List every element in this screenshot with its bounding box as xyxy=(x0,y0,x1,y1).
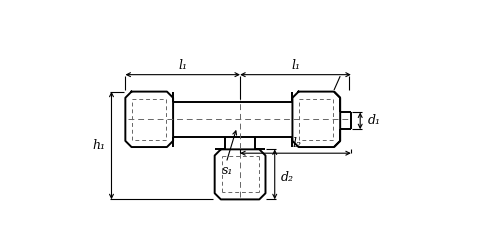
Text: l₁: l₁ xyxy=(178,58,187,71)
Text: l₁: l₁ xyxy=(291,58,300,71)
Text: d₂: d₂ xyxy=(281,171,294,184)
Text: s₁: s₁ xyxy=(222,164,233,177)
Text: h₁: h₁ xyxy=(92,139,106,152)
Text: l₂: l₂ xyxy=(292,137,302,150)
Text: d₁: d₁ xyxy=(368,114,381,127)
